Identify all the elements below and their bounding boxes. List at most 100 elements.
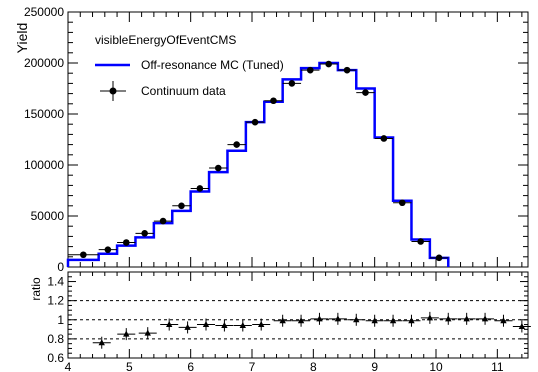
y-tick-label: 200000	[24, 56, 64, 70]
ratio-points	[92, 311, 531, 349]
data-point-marker	[159, 217, 167, 225]
data-point	[356, 89, 375, 96]
ratio-point	[476, 312, 495, 325]
ratio-y-tick-label: 1.4	[47, 275, 64, 289]
data-point	[135, 230, 154, 237]
data-point	[153, 217, 173, 225]
data-point-marker	[251, 118, 259, 126]
ratio-point	[252, 318, 271, 331]
data-point-marker	[325, 60, 332, 68]
ratio-point-marker	[463, 315, 470, 322]
ratio-point	[197, 318, 215, 331]
ratio-y-tick-label: 1.2	[47, 294, 64, 308]
ratio-x-axis: 4 5 6 7 8 9 10 11	[65, 272, 523, 372]
y-axis-label: Yield	[14, 23, 30, 54]
ratio-point	[117, 328, 136, 341]
data-point	[98, 246, 118, 253]
data-point-marker	[288, 80, 296, 87]
x-tick-label: 10	[429, 360, 443, 372]
mc-histogram-line	[66, 61, 450, 267]
data-point-marker	[270, 97, 277, 105]
x-tick-label: 11	[491, 360, 504, 372]
data-point-marker	[306, 66, 314, 74]
ratio-point-marker	[297, 317, 305, 324]
data-point	[245, 118, 265, 126]
y-tick-label: 50000	[31, 209, 65, 223]
data-point-marker	[80, 251, 87, 259]
ratio-point-marker	[353, 316, 360, 323]
ratio-point	[347, 313, 366, 326]
data-point-marker	[196, 185, 204, 192]
ratio-point-marker	[389, 317, 397, 324]
x-tick-label: 8	[310, 360, 317, 372]
data-point	[337, 66, 357, 74]
data-point	[411, 238, 430, 245]
x-tick-label: 5	[126, 360, 133, 372]
ratio-point-marker	[166, 321, 173, 328]
x-tick-label: 6	[187, 360, 194, 372]
data-point-marker	[104, 246, 112, 253]
data-point	[282, 80, 302, 87]
data-point-marker	[178, 202, 185, 210]
legend-data-swatch	[100, 81, 126, 101]
ratio-reference-lines	[68, 300, 528, 340]
ratio-point	[273, 314, 292, 327]
ratio-point	[215, 319, 234, 332]
legend: visibleEnergyOfEventCMS Off-resonance MC…	[95, 33, 284, 101]
data-point-marker	[141, 230, 148, 237]
legend-title: visibleEnergyOfEventCMS	[95, 33, 236, 47]
y-tick-label: 100000	[24, 158, 64, 172]
ratio-point	[384, 314, 403, 327]
main-panel: Yield 0 50000 100000 150000 200000 250000 vis…	[14, 5, 529, 274]
main-y-axis: 0 50000 100000 150000 200000 250000	[24, 5, 528, 274]
ratio-point	[160, 318, 179, 331]
data-point-marker	[398, 199, 406, 207]
legend-mc-label: Off-resonance MC (Tuned)	[141, 58, 284, 72]
ratio-point	[402, 314, 421, 327]
ratio-point-marker	[500, 317, 507, 324]
ratio-point-marker	[316, 315, 323, 322]
ratio-point-marker	[258, 321, 265, 328]
ratio-point-marker	[481, 315, 489, 322]
ratio-point-marker	[239, 322, 246, 329]
y-tick-label: 150000	[24, 107, 64, 121]
ratio-y-tick-label: 1	[57, 313, 64, 327]
data-point-marker	[380, 135, 388, 142]
ratio-y-tick-label: 0.6	[47, 351, 64, 365]
ratio-point-marker	[334, 315, 342, 322]
y-tick-label: 250000	[24, 5, 64, 19]
ratio-point	[494, 314, 513, 327]
ratio-point-marker	[202, 321, 210, 328]
ratio-point	[512, 320, 531, 333]
ratio-axis-label: ratio	[29, 277, 43, 301]
ratio-point-marker	[408, 317, 415, 324]
ratio-plot-frame	[67, 271, 529, 359]
ratio-point-marker	[279, 317, 286, 324]
data-point	[301, 66, 320, 74]
main-x-ticks	[67, 12, 523, 267]
data-point	[393, 199, 412, 207]
ratio-point	[92, 336, 111, 349]
data-point-marker	[343, 66, 351, 74]
x-tick-label: 7	[249, 360, 256, 372]
ratio-point-marker	[184, 323, 191, 330]
data-point	[190, 185, 210, 192]
data-point	[117, 239, 136, 246]
ratio-point	[328, 312, 347, 325]
ratio-y-axis: 0.6 0.8 1 1.2 1.4	[47, 271, 528, 365]
ratio-point	[457, 312, 476, 325]
ratio-point	[439, 312, 458, 325]
data-point	[319, 60, 338, 68]
legend-data-label: Continuum data	[141, 84, 226, 98]
ratio-point	[292, 314, 311, 327]
ratio-point-marker	[445, 315, 452, 322]
data-point-marker	[233, 141, 240, 148]
data-point-marker	[435, 254, 443, 262]
data-point-marker	[362, 89, 369, 96]
data-point	[429, 254, 449, 262]
ratio-y-tick-label: 0.8	[47, 332, 64, 346]
data-point	[172, 202, 191, 210]
ratio-point-marker	[98, 339, 105, 346]
ratio-point	[310, 312, 329, 325]
